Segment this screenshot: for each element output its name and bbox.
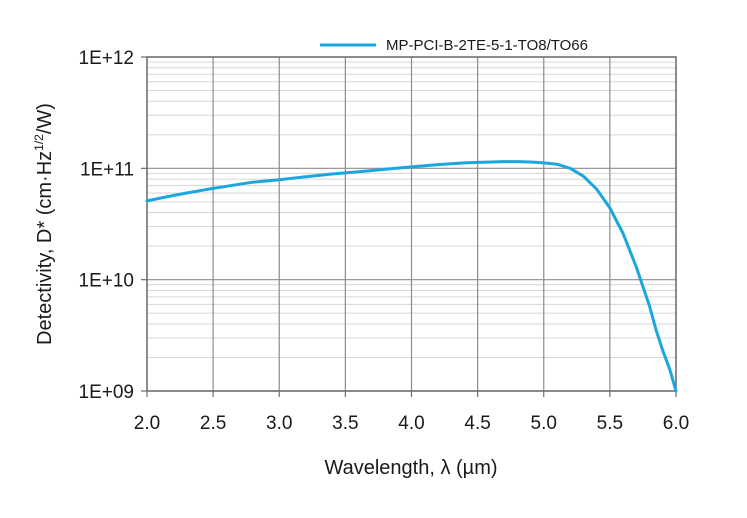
y-axis-title-suffix: /W) (34, 103, 56, 134)
x-axis-title: Wavelength, λ (µm) (324, 457, 497, 479)
x-tick-label: 4.0 (398, 413, 424, 434)
x-tick-label: 6.0 (663, 413, 689, 434)
y-axis-title: Detectivity, D* (cm·Hz1/2/W) (32, 103, 56, 345)
y-axis-title-sup: 1/2 (32, 134, 46, 151)
legend-label: MP-PCI-B-2TE-5-1-TO8/TO66 (386, 37, 588, 54)
x-tick-label: 4.5 (464, 413, 490, 434)
y-tick-label: 1E+12 (79, 48, 134, 69)
y-axis-title-prefix: Detectivity, D* (cm·Hz (34, 151, 56, 345)
x-tick-label: 5.5 (597, 413, 623, 434)
grid (146, 56, 677, 392)
x-tick-label: 3.5 (332, 413, 358, 434)
y-tick-label: 1E+10 (79, 271, 134, 292)
axis-ticks: 2.0 2.5 3.0 3.5 4.0 4.5 5.0 5.5 6.0 1E+09 1E+10 1E+… (79, 48, 690, 434)
x-tick-label: 3.0 (266, 413, 292, 434)
x-tick-label: 5.0 (531, 413, 557, 434)
y-tick-label: 1E+09 (79, 382, 134, 403)
x-tick-label: 2.0 (134, 413, 160, 434)
legend: MP-PCI-B-2TE-5-1-TO8/TO66 (320, 37, 588, 54)
series-line-detectivity (145, 160, 678, 393)
y-tick-label: 1E+11 (80, 159, 134, 180)
x-tick-label: 2.5 (200, 413, 226, 434)
